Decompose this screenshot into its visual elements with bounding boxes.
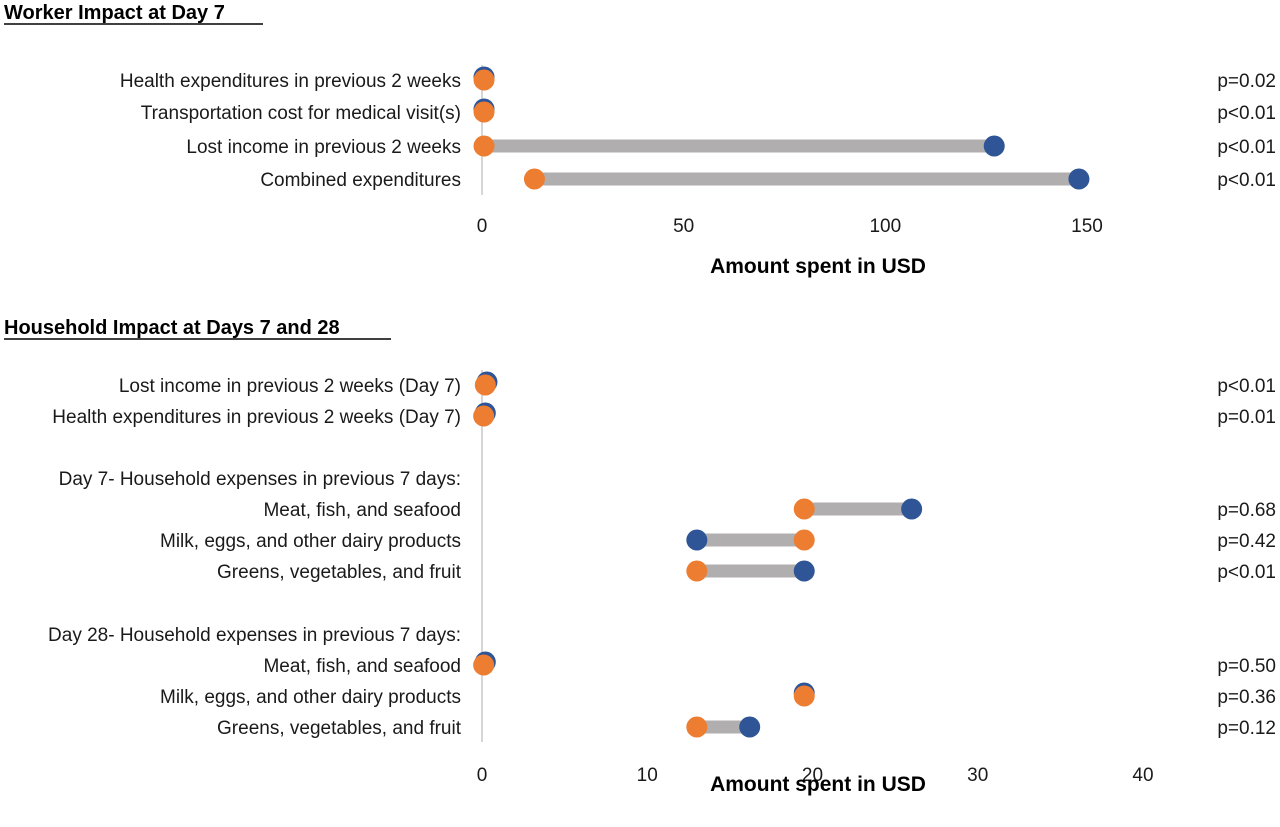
- worker-marker-orange: [473, 69, 495, 91]
- household-p-value: p=0.01: [1217, 407, 1276, 428]
- household-x-tick-label: 20: [802, 765, 823, 786]
- household-p-value: p<0.01: [1217, 376, 1276, 397]
- worker-category-label: Combined expenditures: [260, 170, 461, 191]
- worker-marker-blue: [983, 135, 1005, 157]
- household-category-label: Health expenditures in previous 2 weeks …: [52, 407, 461, 428]
- household-p-value: p=0.36: [1217, 687, 1276, 708]
- worker-p-value: p=0.02: [1217, 71, 1276, 92]
- household-impact-xlabel: Amount spent in USD: [710, 773, 926, 796]
- household-p-value: p=0.12: [1217, 718, 1276, 739]
- household-x-tick-label: 10: [637, 765, 658, 786]
- household-marker-orange: [686, 716, 708, 738]
- household-x-tick-label: 30: [967, 765, 988, 786]
- household-impact-title: Household Impact at Days 7 and 28: [4, 317, 340, 339]
- worker-x-tick-label: 150: [1071, 216, 1103, 237]
- worker-category-label: Health expenditures in previous 2 weeks: [120, 71, 461, 92]
- household-group-header: Day 7- Household expenses in previous 7 …: [59, 469, 461, 490]
- household-p-value: p<0.01: [1217, 562, 1276, 583]
- household-x-tick-label: 40: [1132, 765, 1153, 786]
- household-marker-blue: [686, 529, 708, 551]
- worker-category-label: Transportation cost for medical visit(s): [141, 103, 461, 124]
- household-category-label: Meat, fish, and seafood: [263, 656, 461, 677]
- household-marker-orange: [473, 654, 495, 676]
- household-category-label: Milk, eggs, and other dairy products: [160, 531, 461, 552]
- worker-x-tick-label: 0: [477, 216, 488, 237]
- worker-marker-orange: [523, 168, 545, 190]
- household-marker-orange: [473, 405, 495, 427]
- household-marker-blue: [901, 498, 923, 520]
- household-category-label: Greens, vegetables, and fruit: [217, 718, 462, 739]
- household-marker-orange: [793, 685, 815, 707]
- worker-impact-title: Worker Impact at Day 7: [4, 2, 225, 24]
- household-p-value: p=0.68: [1217, 500, 1276, 521]
- household-marker-blue: [793, 560, 815, 582]
- worker-category-label: Lost income in previous 2 weeks: [186, 137, 461, 158]
- worker-x-tick-label: 100: [869, 216, 901, 237]
- household-p-value: p=0.42: [1217, 531, 1276, 552]
- household-impact-panel: Household Impact at Days 7 and 28 0 10 20 3…: [4, 317, 1276, 796]
- worker-p-value: p<0.01: [1217, 103, 1276, 124]
- worker-marker-orange: [473, 135, 495, 157]
- worker-impact-xlabel: Amount spent in USD: [710, 255, 926, 278]
- worker-marker-blue: [1068, 168, 1090, 190]
- worker-p-value: p<0.01: [1217, 170, 1276, 191]
- household-category-label: Lost income in previous 2 weeks (Day 7): [119, 376, 461, 397]
- household-x-tick-label: 0: [477, 765, 488, 786]
- household-category-label: Greens, vegetables, and fruit: [217, 562, 462, 583]
- household-marker-orange: [686, 560, 708, 582]
- household-p-value: p=0.50: [1217, 656, 1276, 677]
- household-group-header: Day 28- Household expenses in previous 7…: [48, 625, 461, 646]
- worker-p-value: p<0.01: [1217, 137, 1276, 158]
- worker-marker-orange: [473, 101, 495, 123]
- household-category-label: Meat, fish, and seafood: [263, 500, 461, 521]
- household-marker-orange: [793, 498, 815, 520]
- household-marker-orange: [474, 374, 496, 396]
- household-marker-blue: [739, 716, 761, 738]
- household-category-label: Milk, eggs, and other dairy products: [160, 687, 461, 708]
- worker-impact-panel: Worker Impact at Day 7 0 50 100 150 Health e…: [4, 2, 1276, 278]
- household-marker-orange: [793, 529, 815, 551]
- worker-x-tick-label: 50: [673, 216, 694, 237]
